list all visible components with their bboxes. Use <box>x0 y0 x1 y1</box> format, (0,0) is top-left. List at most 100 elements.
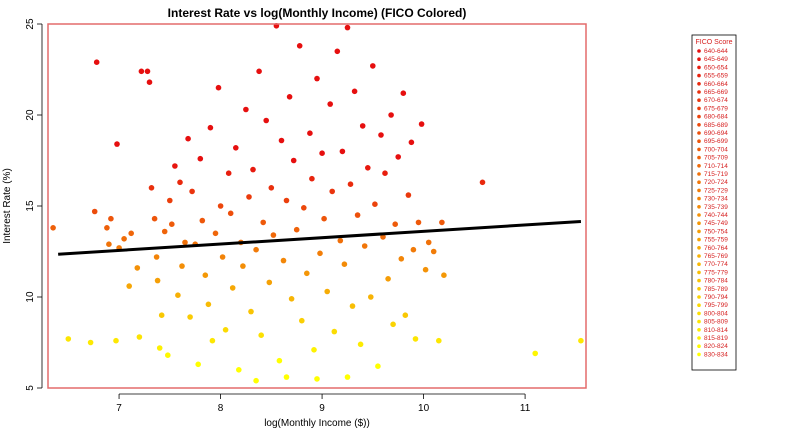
data-point <box>368 294 374 300</box>
data-point <box>380 234 386 240</box>
legend-label: 815-819 <box>704 335 728 342</box>
y-tick-label: 5 <box>25 385 36 391</box>
data-point <box>128 230 134 237</box>
x-tick-label: 11 <box>520 403 531 414</box>
data-point <box>138 68 145 75</box>
plot-frame <box>47 23 587 389</box>
legend-label: 800-804 <box>704 310 728 317</box>
data-point <box>398 255 405 262</box>
legend-label: 695-699 <box>704 138 728 145</box>
legend-swatch <box>697 205 701 209</box>
legend-label: 645-649 <box>704 56 728 63</box>
legend-swatch <box>697 237 701 242</box>
data-point <box>233 145 239 151</box>
y-tick-label: 15 <box>25 200 36 212</box>
legend-label: 805-809 <box>704 319 728 326</box>
legend-label: 755-759 <box>704 237 728 244</box>
data-point <box>422 266 429 273</box>
data-point <box>161 228 168 235</box>
data-point <box>405 192 412 198</box>
legend-label: 640-644 <box>704 48 728 55</box>
legend-label: 820-824 <box>704 343 728 350</box>
legend-swatch <box>697 270 701 275</box>
legend-swatch <box>697 90 701 94</box>
legend-swatch <box>697 246 701 250</box>
data-point <box>222 327 229 333</box>
data-point <box>354 212 361 218</box>
legend-label: 690-694 <box>704 130 728 137</box>
legend-swatch <box>697 188 701 193</box>
data-point <box>134 265 141 271</box>
data-point <box>278 137 285 144</box>
legend-label: 770-774 <box>704 261 728 268</box>
data-point <box>197 155 204 162</box>
x-axis: 7 8 9 10 11 <box>116 393 531 414</box>
data-point <box>372 201 378 207</box>
data-point <box>146 79 153 85</box>
data-point <box>108 215 114 222</box>
data-point <box>114 141 120 147</box>
legend-label: 790-794 <box>704 294 728 301</box>
data-point <box>329 188 336 195</box>
legend-swatch <box>697 344 701 349</box>
data-point <box>172 163 178 169</box>
legend-label: 710-714 <box>704 163 728 170</box>
data-point <box>175 292 181 299</box>
data-point <box>50 225 56 231</box>
legend-label: 650-654 <box>704 64 728 71</box>
data-point <box>349 303 356 309</box>
legend-label: 750-754 <box>704 228 728 235</box>
legend-swatch <box>697 287 701 291</box>
data-point <box>410 246 417 253</box>
x-tick-label: 9 <box>319 403 325 414</box>
legend-label: 680-684 <box>704 114 728 121</box>
data-point <box>412 336 419 342</box>
data-point <box>258 332 265 339</box>
data-point <box>392 221 399 227</box>
data-point <box>106 241 112 247</box>
legend-label: 725-729 <box>704 187 728 194</box>
data-point <box>415 219 422 226</box>
data-point <box>266 279 273 286</box>
legend-label: 760-764 <box>704 245 728 252</box>
legend-swatch <box>697 65 701 70</box>
legend-label: 795-799 <box>704 302 728 309</box>
data-point <box>260 219 267 226</box>
data-point <box>156 345 163 351</box>
legend-swatch <box>697 131 701 135</box>
data-point <box>344 374 351 380</box>
legend-label: 745-749 <box>704 220 728 227</box>
legend-label: 830-834 <box>704 351 728 358</box>
chart-title: Interest Rate vs log(Monthly Income) (FI… <box>168 6 467 20</box>
legend-label: 670-674 <box>704 97 728 104</box>
data-point <box>408 139 415 146</box>
data-point <box>165 352 171 359</box>
data-point <box>321 215 327 222</box>
data-point <box>395 154 402 160</box>
legend-label: 705-709 <box>704 155 728 162</box>
data-point <box>217 203 224 209</box>
data-point <box>339 148 346 155</box>
legend-swatch <box>697 123 701 127</box>
legend-swatch <box>697 254 701 258</box>
legend-swatch <box>697 295 701 299</box>
data-point <box>212 230 219 237</box>
data-point <box>167 197 173 204</box>
legend-label: 810-814 <box>704 327 728 334</box>
data-point <box>65 336 72 342</box>
legend-swatch <box>697 336 701 340</box>
data-point <box>327 101 334 107</box>
data-point <box>205 301 212 308</box>
data-point <box>91 208 98 215</box>
data-point <box>263 117 270 124</box>
data-point <box>154 277 161 284</box>
data-point <box>290 157 297 164</box>
legend-title: FICO Score <box>696 39 733 46</box>
legend-label: 730-734 <box>704 196 728 203</box>
data-point <box>268 185 275 191</box>
x-axis-label: log(Monthly Income ($)) <box>264 418 370 429</box>
legend-swatch <box>697 98 701 102</box>
legend-swatch <box>697 139 701 143</box>
legend-swatch <box>697 172 701 176</box>
legend-label: 660-664 <box>704 81 728 88</box>
